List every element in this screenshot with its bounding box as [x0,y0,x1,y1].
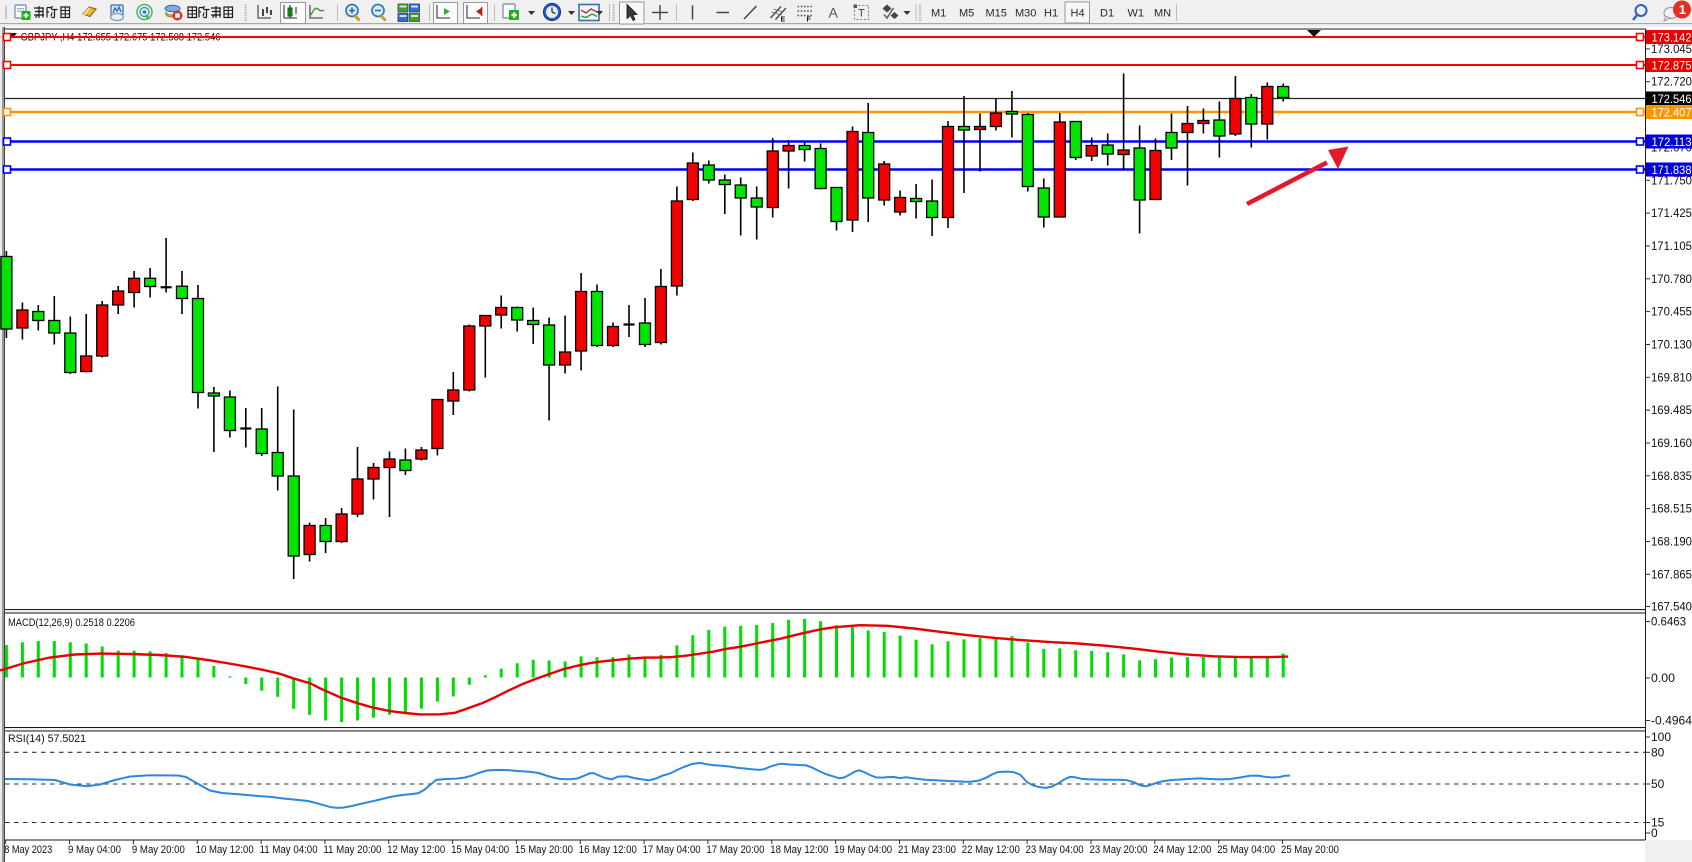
svg-text:50: 50 [1651,777,1665,791]
svg-text:F: F [807,17,812,24]
svg-text:10 May 12:00: 10 May 12:00 [196,844,254,856]
svg-text:172.875: 172.875 [1652,59,1692,73]
svg-text:169.485: 169.485 [1651,403,1692,417]
svg-text:25 May 04:00: 25 May 04:00 [1217,844,1275,856]
svg-text:172.113: 172.113 [1652,135,1692,149]
svg-text:M5: M5 [959,8,974,20]
svg-text:172.407: 172.407 [1652,106,1692,120]
svg-text:80: 80 [1651,745,1665,759]
svg-text:172.546: 172.546 [1652,92,1692,106]
svg-text:MACD(12,26,9) 0.2518 0.2206: MACD(12,26,9) 0.2518 0.2206 [8,617,135,629]
svg-text:173.045: 173.045 [1651,42,1692,56]
svg-text:169.810: 169.810 [1651,370,1692,384]
svg-text:15: 15 [1651,816,1665,830]
svg-text:172.720: 172.720 [1651,75,1692,89]
svg-text:M15: M15 [986,8,1007,20]
svg-text:171.425: 171.425 [1651,206,1692,220]
svg-text:23 May 04:00: 23 May 04:00 [1026,844,1084,856]
svg-text:173.142: 173.142 [1652,31,1692,45]
svg-text:9 May 20:00: 9 May 20:00 [132,844,185,856]
svg-text:170.780: 170.780 [1651,272,1692,286]
svg-text:8 May 2023: 8 May 2023 [4,844,52,856]
svg-text:15 May 04:00: 15 May 04:00 [451,844,509,856]
svg-text:11 May 04:00: 11 May 04:00 [260,844,318,856]
svg-text:17 May 04:00: 17 May 04:00 [643,844,701,856]
svg-text:A: A [829,5,839,21]
svg-text:0.6463: 0.6463 [1651,615,1686,629]
svg-text:168.515: 168.515 [1651,502,1692,516]
svg-text:M30: M30 [1015,8,1036,20]
svg-text:M1: M1 [931,8,946,20]
svg-text:16 May 12:00: 16 May 12:00 [579,844,637,856]
svg-text:171.105: 171.105 [1651,239,1692,253]
svg-text:170.455: 170.455 [1651,305,1692,319]
svg-text:22 May 12:00: 22 May 12:00 [962,844,1020,856]
svg-text:167.865: 167.865 [1651,567,1692,581]
svg-text:167.540: 167.540 [1651,600,1692,614]
svg-text:23 May 20:00: 23 May 20:00 [1090,844,1148,856]
svg-text:19 May 04:00: 19 May 04:00 [834,844,892,856]
svg-text:12 May 12:00: 12 May 12:00 [387,844,445,856]
svg-text:1: 1 [1679,2,1686,17]
svg-text:18 May 12:00: 18 May 12:00 [770,844,828,856]
svg-text:168.835: 168.835 [1651,469,1692,483]
svg-text:25 May 20:00: 25 May 20:00 [1281,844,1339,856]
svg-text:T: T [858,8,865,20]
svg-text:15 May 20:00: 15 May 20:00 [515,844,573,856]
svg-text:W1: W1 [1128,8,1145,20]
svg-text:169.160: 169.160 [1651,436,1692,450]
svg-text:MN: MN [1154,8,1171,20]
svg-text:17 May 20:00: 17 May 20:00 [706,844,764,856]
svg-text:0.00: 0.00 [1651,671,1675,685]
svg-text:H1: H1 [1044,8,1058,20]
svg-text:170.130: 170.130 [1651,338,1692,352]
svg-text:24 May 12:00: 24 May 12:00 [1153,844,1211,856]
svg-text:H4: H4 [1071,8,1085,20]
svg-text:21 May 23:00: 21 May 23:00 [898,844,956,856]
svg-text:100: 100 [1651,730,1671,744]
svg-text:9 May 04:00: 9 May 04:00 [68,844,121,856]
svg-text:171.750: 171.750 [1651,173,1692,187]
svg-text:RSI(14) 57.5021: RSI(14) 57.5021 [8,733,86,745]
svg-text:168.190: 168.190 [1651,535,1692,549]
svg-text:171.838: 171.838 [1652,163,1692,177]
svg-text:11 May 20:00: 11 May 20:00 [323,844,381,856]
svg-text:0: 0 [1651,826,1658,840]
svg-text:D1: D1 [1100,8,1114,20]
svg-text:-0.4964: -0.4964 [1651,714,1692,728]
svg-text:E: E [781,17,786,24]
